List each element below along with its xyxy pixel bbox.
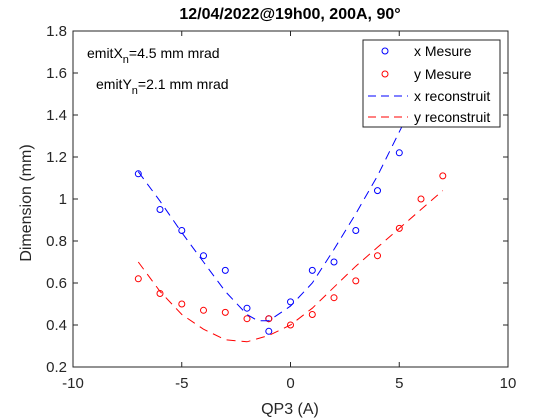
- legend-label-y-reconstruit: y reconstruit: [414, 109, 490, 125]
- y-tick-label: 0.4: [46, 317, 67, 334]
- data-point-x-mesure: [308, 266, 316, 274]
- emittance-x-annotation: emitXn=4.5 mm mrad: [87, 45, 220, 66]
- y-tick-label: 1: [59, 191, 67, 208]
- data-point-x-mesure: [265, 327, 273, 335]
- legend: x Mesure y Mesure x reconstruit y recons…: [362, 39, 501, 128]
- y-tick-label: 1.6: [46, 65, 67, 82]
- data-point-x-mesure: [395, 149, 403, 157]
- data-point-y-mesure: [417, 195, 425, 203]
- y-tick-label: 0.8: [46, 233, 67, 250]
- emittance-y-annotation: emitYn=2.1 mm mrad: [96, 76, 229, 97]
- y-axis: 0.2 0.4 0.6 0.8 1 1.2 1.4 1.6 1.8: [46, 23, 508, 376]
- x-tick-label: -10: [62, 375, 84, 392]
- x-tick-label: 0: [286, 375, 294, 392]
- data-point-y-mesure: [200, 306, 207, 314]
- data-point-x-mesure: [134, 170, 142, 178]
- data-point-x-mesure: [200, 252, 207, 260]
- legend-marker-y-mesure: [381, 70, 389, 78]
- series-y-reconstruit: [137, 190, 444, 343]
- data-point-y-mesure: [395, 224, 403, 232]
- data-point-y-mesure: [374, 252, 381, 260]
- data-point-y-mesure: [221, 308, 229, 316]
- x-axis: -10 -5 0 5 10: [62, 31, 516, 392]
- x-tick-label: -5: [175, 375, 188, 392]
- y-tick-label: 1.4: [46, 107, 67, 124]
- data-point-x-mesure: [374, 187, 381, 195]
- y-tick-label: 1.2: [46, 149, 67, 166]
- data-point-y-mesure: [178, 300, 186, 308]
- legend-marker-x-mesure: [381, 47, 389, 55]
- data-point-y-mesure: [243, 315, 251, 323]
- data-point-y-mesure: [439, 172, 447, 180]
- y-tick-label: 1.8: [46, 23, 67, 40]
- data-point-y-mesure: [352, 277, 360, 285]
- legend-label-y-mesure: y Mesure: [414, 66, 472, 82]
- data-point-y-mesure: [134, 275, 142, 283]
- y-tick-label: 0.6: [46, 275, 67, 292]
- series-x-mesure: [134, 149, 403, 335]
- legend-label-x-reconstruit: x reconstruit: [414, 88, 490, 104]
- x-tick-label: 5: [395, 375, 403, 392]
- series-y-mesure: [134, 172, 447, 329]
- data-point-x-mesure: [156, 206, 164, 213]
- data-point-y-mesure: [308, 311, 316, 318]
- x-tick-label: 10: [500, 375, 517, 392]
- y-axis-label: Dimension (mm): [18, 144, 35, 261]
- data-point-y-mesure: [156, 290, 164, 297]
- data-point-x-mesure: [243, 304, 251, 312]
- y-tick-label: 0.2: [46, 359, 67, 376]
- series-line-y-reconstruit: [137, 190, 444, 343]
- chart-title: 12/04/2022@19h00, 200A, 90°: [179, 6, 400, 23]
- legend-label-x-mesure: x Mesure: [414, 43, 472, 59]
- legend-box: [362, 39, 501, 128]
- data-point-y-mesure: [330, 294, 338, 302]
- data-point-x-mesure: [178, 227, 186, 234]
- data-point-x-mesure: [352, 227, 360, 234]
- data-point-y-mesure: [287, 321, 294, 329]
- series-x-reconstruit: [137, 110, 411, 322]
- data-point-x-mesure: [221, 266, 229, 274]
- series-layer: [134, 110, 447, 343]
- x-axis-label: QP3 (A): [261, 401, 319, 418]
- data-point-x-mesure: [287, 298, 294, 306]
- data-point-x-mesure: [330, 258, 338, 266]
- data-point-y-mesure: [265, 315, 273, 323]
- series-line-x-reconstruit: [137, 110, 411, 322]
